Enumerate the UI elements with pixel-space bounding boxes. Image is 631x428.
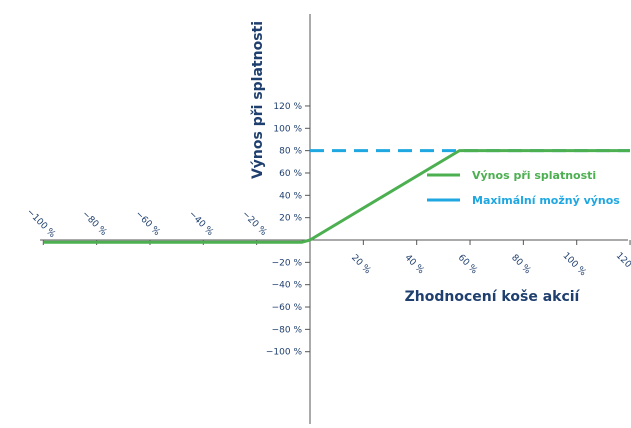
y-tick-label: −80 % — [272, 325, 303, 335]
y-tick-label: 20 % — [279, 214, 302, 224]
x-tick-label: −20 % — [240, 209, 269, 238]
series — [43, 149, 630, 244]
y-tick-label: −60 % — [272, 303, 303, 313]
legend-label-return: Výnos při splatnosti — [472, 169, 596, 182]
y-tick-label: −40 % — [272, 281, 303, 291]
y-tick-label: −100 % — [266, 348, 303, 358]
series-line-return — [43, 149, 630, 244]
x-tick-label: 80 % — [509, 253, 533, 277]
x-tick-label: 60 % — [456, 253, 480, 277]
x-tick-label: −100 % — [24, 207, 57, 240]
x-tick-label: −40 % — [186, 209, 215, 238]
y-tick-label: 120 % — [273, 102, 302, 112]
x-tick-label: 100 % — [560, 251, 588, 279]
x-axis-title: Zhodnocení koše akcií — [405, 289, 581, 305]
legend-label-max: Maximální možný výnos — [472, 194, 620, 207]
y-tick-label: 80 % — [279, 147, 302, 157]
y-tick-label: −20 % — [272, 258, 303, 268]
x-tick-label: 120 % — [614, 251, 631, 279]
y-axis-title: Výnos při splatnosti — [250, 21, 266, 179]
x-tick-label: 40 % — [402, 253, 426, 277]
y-tick-label: 60 % — [279, 169, 302, 179]
x-tick-label: −80 % — [80, 209, 109, 238]
axes — [40, 14, 628, 424]
legend: Výnos při splatnosti Maximální možný výn… — [427, 169, 620, 207]
y-tick-label: 100 % — [273, 124, 302, 134]
x-tick-label: 20 % — [349, 253, 373, 277]
x-tick-label: −60 % — [133, 209, 162, 238]
y-tick-label: 40 % — [279, 191, 302, 201]
